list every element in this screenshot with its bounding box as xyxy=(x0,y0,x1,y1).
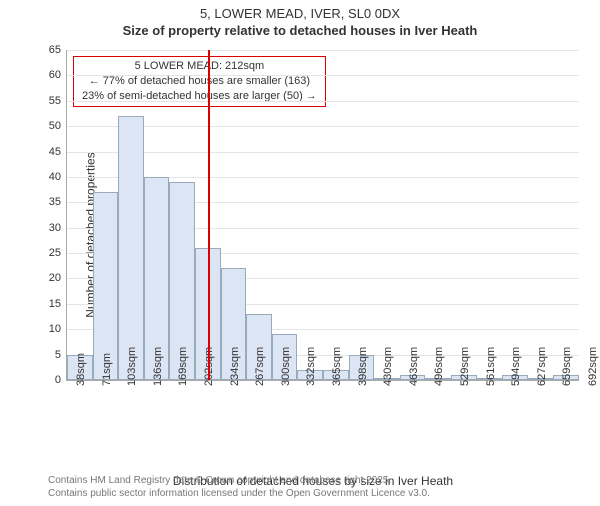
x-tick-label: 71sqm xyxy=(101,353,113,386)
x-tick-label: 594sqm xyxy=(510,347,522,386)
x-tick-label: 430sqm xyxy=(382,347,394,386)
y-tick-label: 20 xyxy=(49,272,61,284)
x-tick-label: 398sqm xyxy=(357,347,369,386)
page-title-address: 5, LOWER MEAD, IVER, SL0 0DX xyxy=(0,6,600,21)
x-tick-label: 234sqm xyxy=(229,347,241,386)
gridline xyxy=(67,152,579,153)
page-title-desc: Size of property relative to detached ho… xyxy=(0,23,600,38)
footer-line-2: Contains public sector information licen… xyxy=(48,487,430,500)
y-tick-label: 35 xyxy=(49,196,61,208)
y-tick-label: 0 xyxy=(55,374,61,386)
y-tick-label: 45 xyxy=(49,146,61,158)
annot-title: 5 LOWER MEAD: 212sqm xyxy=(82,59,317,74)
gridline xyxy=(67,126,579,127)
x-tick-label: 561sqm xyxy=(485,347,497,386)
x-tick-label: 659sqm xyxy=(561,347,573,386)
x-tick-label: 267sqm xyxy=(254,347,266,386)
y-tick-label: 50 xyxy=(49,120,61,132)
y-tick-label: 60 xyxy=(49,69,61,81)
x-tick-label: 103sqm xyxy=(126,347,138,386)
x-tick-label: 529sqm xyxy=(459,347,471,386)
histogram-plot: 5 LOWER MEAD: 212sqm ← 77% of detached h… xyxy=(66,50,579,381)
gridline xyxy=(67,101,579,102)
x-tick-label: 169sqm xyxy=(177,347,189,386)
x-tick-label: 463sqm xyxy=(408,347,420,386)
gridline xyxy=(67,75,579,76)
marker-annotation: 5 LOWER MEAD: 212sqm ← 77% of detached h… xyxy=(73,56,326,107)
y-tick-label: 10 xyxy=(49,323,61,335)
y-tick-label: 30 xyxy=(49,222,61,234)
y-tick-label: 65 xyxy=(49,44,61,56)
x-tick-label: 627sqm xyxy=(536,347,548,386)
histogram-bar xyxy=(118,116,144,380)
x-tick-label: 692sqm xyxy=(587,347,599,386)
y-tick-label: 5 xyxy=(55,349,61,361)
y-tick-label: 15 xyxy=(49,298,61,310)
histogram-bar xyxy=(93,192,119,380)
y-tick-label: 55 xyxy=(49,95,61,107)
gridline xyxy=(67,50,579,51)
x-tick-label: 332sqm xyxy=(305,347,317,386)
x-tick-label: 38sqm xyxy=(75,353,87,386)
footer-line-1: Contains HM Land Registry data © Crown c… xyxy=(48,474,430,487)
x-tick-label: 136sqm xyxy=(152,347,164,386)
x-tick-label: 496sqm xyxy=(433,347,445,386)
y-tick-label: 40 xyxy=(49,171,61,183)
footer-credits: Contains HM Land Registry data © Crown c… xyxy=(48,474,430,500)
x-tick-label: 365sqm xyxy=(331,347,343,386)
y-tick-label: 25 xyxy=(49,247,61,259)
chart-area: Number of detached properties 5 LOWER ME… xyxy=(48,50,578,420)
x-tick-label: 300sqm xyxy=(280,347,292,386)
marker-line xyxy=(208,50,210,380)
